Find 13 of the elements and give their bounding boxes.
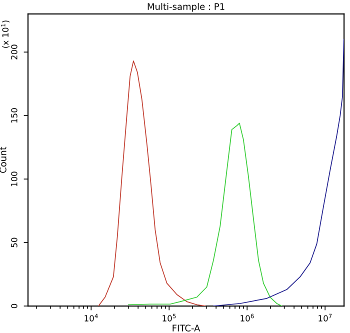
- chart-title: Multi-sample : P1: [148, 2, 224, 12]
- x-tick-label: 10$^{6}$: [240, 314, 254, 322]
- x-axis-title: FITC-A: [172, 324, 200, 332]
- y-tick-label: 200: [11, 44, 18, 60]
- x-tick-label: 10$^{7}$: [318, 314, 332, 322]
- y-axis-title: Count: [0, 146, 6, 173]
- y-tick-label: 50: [11, 238, 18, 248]
- text: (x 10$^{1}$): [0, 20, 10, 48]
- x-tick-label: 10$^{5}$: [162, 314, 176, 322]
- y-tick-label: 100: [11, 172, 18, 186]
- y-tick-label: 0: [11, 304, 18, 308]
- x-tick-label: 10$^{4}$: [84, 314, 98, 322]
- y-tick-label: 150: [11, 108, 18, 123]
